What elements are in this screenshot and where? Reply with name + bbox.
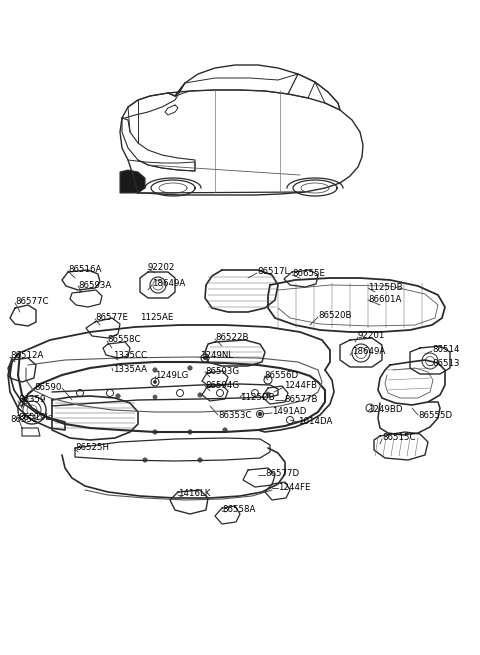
Circle shape xyxy=(153,430,157,434)
Text: 1335AA: 1335AA xyxy=(113,365,147,375)
Text: 86558C: 86558C xyxy=(107,335,141,345)
Text: 1125DB: 1125DB xyxy=(240,392,275,402)
Text: 18649A: 18649A xyxy=(152,280,185,288)
Text: 86516A: 86516A xyxy=(68,265,101,274)
Circle shape xyxy=(204,356,206,360)
Text: 86359: 86359 xyxy=(18,396,46,405)
Circle shape xyxy=(143,458,147,462)
Text: 86353C: 86353C xyxy=(218,411,252,419)
Text: 1125DB: 1125DB xyxy=(368,282,403,291)
Circle shape xyxy=(266,392,270,396)
Text: 86556D: 86556D xyxy=(264,371,298,379)
Text: 1125AE: 1125AE xyxy=(140,314,173,322)
Text: 86577C: 86577C xyxy=(15,297,48,307)
Circle shape xyxy=(223,428,227,432)
Text: 86555D: 86555D xyxy=(418,411,452,419)
Text: 86577D: 86577D xyxy=(265,470,299,479)
Circle shape xyxy=(188,430,192,434)
Circle shape xyxy=(153,368,157,372)
Text: 1335CC: 1335CC xyxy=(113,352,147,360)
Text: 1244FE: 1244FE xyxy=(278,483,311,491)
Text: 86558A: 86558A xyxy=(222,506,255,514)
Circle shape xyxy=(198,458,202,462)
Text: 1491AD: 1491AD xyxy=(272,407,306,417)
Text: 92201: 92201 xyxy=(358,331,385,341)
Text: 1249BD: 1249BD xyxy=(368,405,403,415)
Text: 1244FB: 1244FB xyxy=(284,381,317,390)
Text: 1249NL: 1249NL xyxy=(200,352,233,360)
Text: 86590: 86590 xyxy=(35,383,62,392)
Text: 86351: 86351 xyxy=(11,415,38,424)
Text: 1014DA: 1014DA xyxy=(298,417,332,426)
Text: 86593A: 86593A xyxy=(78,280,111,290)
Circle shape xyxy=(198,393,202,397)
Circle shape xyxy=(116,394,120,398)
Text: 86522B: 86522B xyxy=(215,333,249,343)
Text: 1249LG: 1249LG xyxy=(155,371,188,379)
Text: 86601A: 86601A xyxy=(368,295,401,305)
Text: 86519L: 86519L xyxy=(18,413,50,422)
Text: 86512A: 86512A xyxy=(10,352,43,360)
Text: 86594G: 86594G xyxy=(205,381,239,390)
Circle shape xyxy=(154,381,156,383)
Polygon shape xyxy=(120,170,145,193)
Text: 86577E: 86577E xyxy=(95,314,128,322)
Circle shape xyxy=(188,365,192,370)
Circle shape xyxy=(153,395,157,399)
Text: 86513: 86513 xyxy=(432,360,459,369)
Text: 86577B: 86577B xyxy=(284,394,317,403)
Text: 86655E: 86655E xyxy=(292,269,325,278)
Text: 86515C: 86515C xyxy=(382,434,416,443)
Text: 1416LK: 1416LK xyxy=(178,489,210,498)
Circle shape xyxy=(258,412,262,416)
Text: 18649A: 18649A xyxy=(352,348,385,356)
Text: 86514: 86514 xyxy=(432,345,459,354)
Text: 86525H: 86525H xyxy=(75,443,109,453)
Text: 86593G: 86593G xyxy=(205,367,239,377)
Text: 86520B: 86520B xyxy=(318,312,351,320)
Text: 86517L: 86517L xyxy=(257,267,289,276)
Text: 92202: 92202 xyxy=(148,263,175,272)
